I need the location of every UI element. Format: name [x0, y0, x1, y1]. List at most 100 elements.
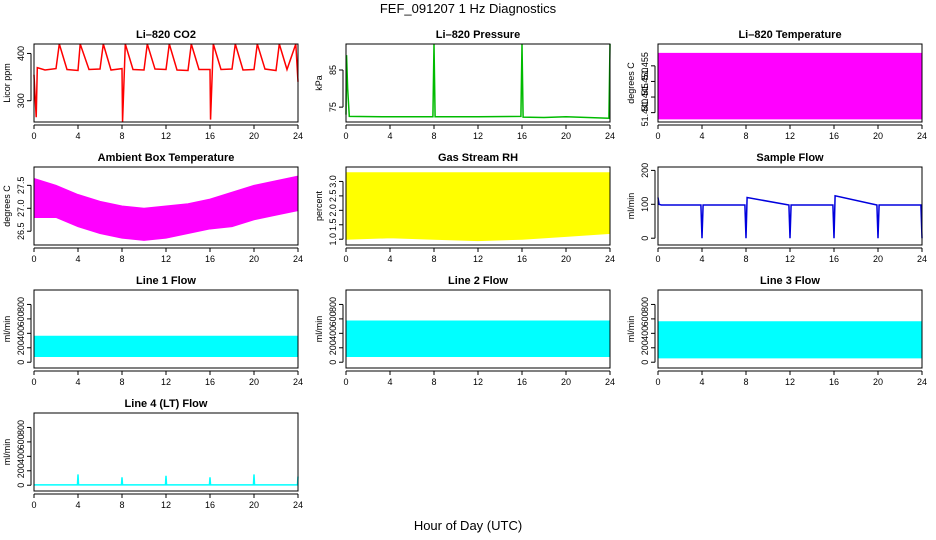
x-tick-label: 16: [205, 377, 215, 387]
y-axis-label: degrees C: [2, 185, 12, 227]
y-tick-label: 600: [16, 434, 26, 449]
x-tick-label: 4: [75, 377, 80, 387]
plot-frame: [345, 289, 611, 369]
x-tick-label: 16: [205, 500, 215, 510]
panel-title: Gas Stream RH: [438, 152, 518, 164]
y-tick-label: 800: [328, 297, 338, 312]
plot-frame: [33, 289, 299, 369]
panel-title: Li–820 CO2: [136, 29, 196, 41]
y-tick-label: 200: [16, 463, 26, 478]
x-tick-label: 8: [119, 500, 124, 510]
panel-title: Li–820 Pressure: [436, 29, 520, 41]
y-tick-label: 400: [640, 326, 650, 341]
x-tick-label: 20: [249, 500, 259, 510]
x-tick-label: 20: [249, 254, 259, 264]
panel-title: Line 3 Flow: [760, 275, 820, 287]
x-tick-label: 16: [517, 377, 527, 387]
x-tick-label: 12: [785, 131, 795, 141]
panel-3: Li–820 Temperature 0 4 8 12 16 20 24 51.44051.44…: [626, 29, 927, 141]
x-tick-label: 8: [119, 377, 124, 387]
x-tick-label: 24: [293, 131, 303, 141]
y-tick-label: 300: [16, 93, 26, 108]
x-tick-label: 0: [655, 377, 660, 387]
x-tick-label: 8: [743, 131, 748, 141]
x-tick-label: 16: [517, 254, 527, 264]
y-tick-label: 600: [16, 311, 26, 326]
plot-frame: [33, 166, 299, 246]
x-tick-label: 4: [699, 131, 704, 141]
series-band: [345, 172, 611, 242]
x-tick-label: 12: [161, 254, 171, 264]
series-band: [657, 321, 923, 359]
y-tick-label: 400: [328, 326, 338, 341]
x-tick-label: 4: [387, 254, 392, 264]
y-tick-label: 1.5: [328, 219, 338, 232]
y-tick-label: 51.440: [640, 99, 650, 127]
panel-5: Gas Stream RH 0 4 8 12 16 20 24 1.01.5 2.02.5 3.0 p…: [314, 152, 615, 264]
y-tick-label: 800: [640, 297, 650, 312]
plot-frame: [657, 43, 923, 123]
x-tick-label: 8: [431, 254, 436, 264]
x-tick-label: 4: [699, 377, 704, 387]
x-tick-label: 24: [605, 131, 615, 141]
y-tick-label: 600: [328, 311, 338, 326]
page-title: FEF_091207 1 Hz Diagnostics: [379, 1, 557, 16]
plot-frame: [657, 166, 923, 246]
y-tick-label: 400: [16, 326, 26, 341]
x-tick-label: 24: [917, 131, 927, 141]
x-tick-label: 12: [161, 131, 171, 141]
panel-title: Sample Flow: [756, 152, 824, 164]
x-tick-label: 0: [655, 131, 660, 141]
y-tick-label: 51.455: [640, 52, 650, 80]
x-tick-label: 24: [605, 377, 615, 387]
x-tick-label: 16: [517, 131, 527, 141]
y-axis-label: ml/min: [626, 316, 636, 343]
y-axis-label: kPa: [314, 75, 324, 91]
x-tick-label: 8: [119, 254, 124, 264]
panel-2: Li–820 Pressure 0 4 8 12 16 20 24 75 85 kPa: [314, 29, 615, 141]
y-axis-label: ml/min: [2, 439, 12, 466]
y-axis-label: degrees C: [626, 62, 636, 104]
x-tick-label: 24: [917, 377, 927, 387]
x-tick-label: 12: [161, 500, 171, 510]
series-line: [657, 194, 923, 239]
x-tick-label: 24: [605, 254, 615, 264]
panel-4: Ambient Box Temperature 0 4 8 12 16 20 24 26.5 27…: [2, 152, 303, 264]
series-line: [34, 474, 299, 486]
panel-title: Ambient Box Temperature: [98, 152, 235, 164]
x-tick-label: 16: [205, 131, 215, 141]
x-tick-label: 4: [75, 254, 80, 264]
x-tick-label: 16: [829, 131, 839, 141]
y-tick-label: 2.0: [328, 204, 338, 217]
y-tick-label: 1.0: [328, 233, 338, 246]
x-tick-label: 16: [829, 254, 839, 264]
x-tick-label: 16: [205, 254, 215, 264]
x-tick-label: 24: [917, 254, 927, 264]
x-tick-label: 20: [249, 377, 259, 387]
y-tick-label: 200: [16, 340, 26, 355]
x-tick-label: 8: [743, 254, 748, 264]
panel-10: Line 4 (LT) Flow 0 4 8 12 16 20 24 0 200400600800…: [2, 398, 303, 510]
series-band: [657, 52, 923, 120]
x-tick-label: 0: [655, 254, 660, 264]
x-tick-label: 8: [431, 131, 436, 141]
panel-title: Line 2 Flow: [448, 275, 508, 287]
series-band: [33, 335, 299, 357]
y-tick-label: 200: [328, 340, 338, 355]
x-tick-label: 8: [431, 377, 436, 387]
plot-frame: [345, 166, 611, 246]
x-tick-label: 12: [473, 131, 483, 141]
x-tick-label: 0: [343, 377, 348, 387]
x-tick-label: 4: [699, 254, 704, 264]
plot-frame: [657, 289, 923, 369]
plot-frame: [33, 412, 299, 492]
y-tick-label: 800: [16, 420, 26, 435]
y-tick-label: 75: [328, 102, 338, 112]
x-tick-label: 20: [561, 131, 571, 141]
y-tick-label: 400: [16, 449, 26, 464]
y-tick-label: 27.5: [16, 177, 26, 195]
x-tick-label: 0: [31, 377, 36, 387]
y-tick-label: 100: [640, 197, 650, 212]
